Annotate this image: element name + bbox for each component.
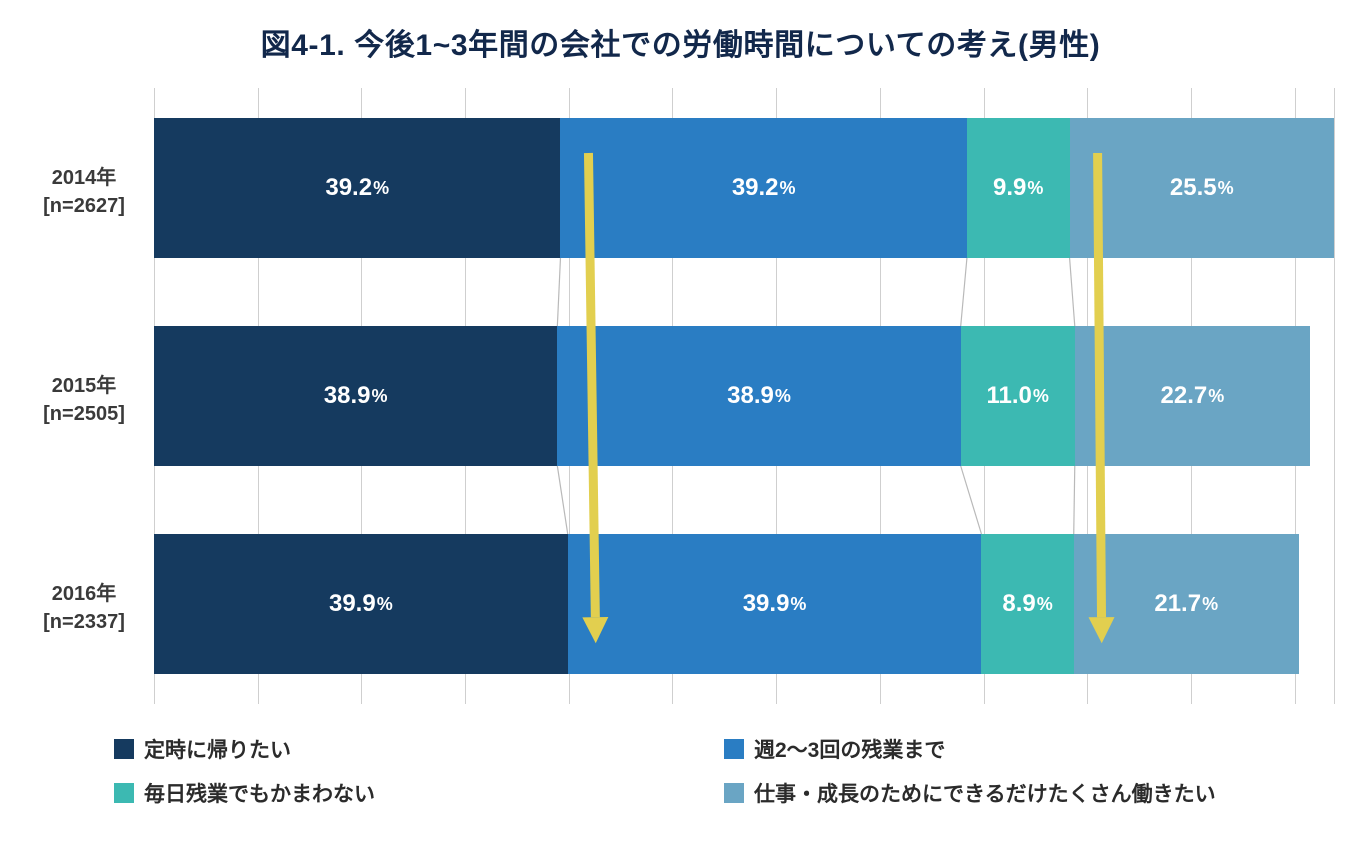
segment-value: 21.7 (1154, 590, 1201, 618)
segment-value: 39.9 (329, 590, 376, 618)
legend-label: 仕事・成長のためにできるだけたくさん働きたい (754, 778, 1216, 808)
percent-sign: % (1202, 594, 1218, 615)
percent-sign: % (373, 178, 389, 199)
bar-segment: 38.9% (557, 326, 960, 466)
legend-item: 週2～3回の残業まで (724, 734, 1334, 764)
legend-label: 週2～3回の残業まで (754, 734, 945, 764)
percent-sign: % (1218, 178, 1234, 199)
percent-sign: % (377, 594, 393, 615)
chart-title: 図4-1. 今後1~3年間の会社での労働時間についての考え(男性) (24, 20, 1337, 64)
bar-segment: 21.7% (1074, 534, 1299, 674)
percent-sign: % (790, 594, 806, 615)
bar-segment: 39.9% (154, 534, 568, 674)
segment-value: 22.7 (1161, 382, 1208, 410)
bar-segment: 9.9% (967, 118, 1070, 258)
row-n: [n=2627] (24, 192, 144, 220)
row-label: 2014年[n=2627] (24, 164, 144, 220)
chart-container: 2014年[n=2627]39.2%39.2%9.9%25.5%2015年[n=… (24, 88, 1337, 804)
bar-row: 39.2%39.2%9.9%25.5% (154, 118, 1334, 258)
segment-value: 38.9 (727, 382, 774, 410)
legend-label: 毎日残業でもかまわない (144, 778, 375, 808)
row-n: [n=2337] (24, 608, 144, 636)
bar-segment: 25.5% (1070, 118, 1334, 258)
bar-segment: 39.9% (568, 534, 982, 674)
legend-item: 定時に帰りたい (114, 734, 724, 764)
segment-value: 39.9 (743, 590, 790, 618)
bar-row: 39.9%39.9%8.9%21.7% (154, 534, 1334, 674)
bar-segment: 39.2% (560, 118, 966, 258)
legend-swatch (114, 783, 134, 803)
legend-swatch (724, 739, 744, 759)
legend-swatch (724, 783, 744, 803)
segment-value: 38.9 (324, 382, 371, 410)
legend-swatch (114, 739, 134, 759)
row-year: 2016年 (24, 580, 144, 608)
percent-sign: % (780, 178, 796, 199)
bar-segment: 39.2% (154, 118, 560, 258)
bar-segment: 11.0% (961, 326, 1075, 466)
segment-value: 8.9 (1002, 590, 1035, 618)
segment-value: 11.0 (987, 382, 1032, 410)
row-year: 2014年 (24, 164, 144, 192)
row-n: [n=2505] (24, 400, 144, 428)
percent-sign: % (372, 386, 388, 407)
row-year: 2015年 (24, 372, 144, 400)
bar-row: 38.9%38.9%11.0%22.7% (154, 326, 1334, 466)
gridline (1334, 88, 1335, 704)
percent-sign: % (1037, 594, 1053, 615)
bar-segment: 22.7% (1075, 326, 1310, 466)
legend-item: 仕事・成長のためにできるだけたくさん働きたい (724, 778, 1334, 808)
percent-sign: % (1033, 386, 1049, 407)
percent-sign: % (1027, 178, 1043, 199)
legend-item: 毎日残業でもかまわない (114, 778, 724, 808)
percent-sign: % (775, 386, 791, 407)
row-label: 2015年[n=2505] (24, 372, 144, 428)
bar-segment: 38.9% (154, 326, 557, 466)
percent-sign: % (1208, 386, 1224, 407)
row-label: 2016年[n=2337] (24, 580, 144, 636)
segment-value: 39.2 (325, 174, 372, 202)
segment-value: 39.2 (732, 174, 779, 202)
legend: 定時に帰りたい 週2～3回の残業まで毎日残業でもかまわない 仕事・成長のためにできる… (24, 734, 1334, 808)
segment-value: 9.9 (993, 174, 1026, 202)
segment-value: 25.5 (1170, 174, 1217, 202)
bar-segment: 8.9% (981, 534, 1073, 674)
legend-label: 定時に帰りたい (144, 734, 291, 764)
stacked-bar-chart: 2014年[n=2627]39.2%39.2%9.9%25.5%2015年[n=… (24, 88, 1334, 804)
